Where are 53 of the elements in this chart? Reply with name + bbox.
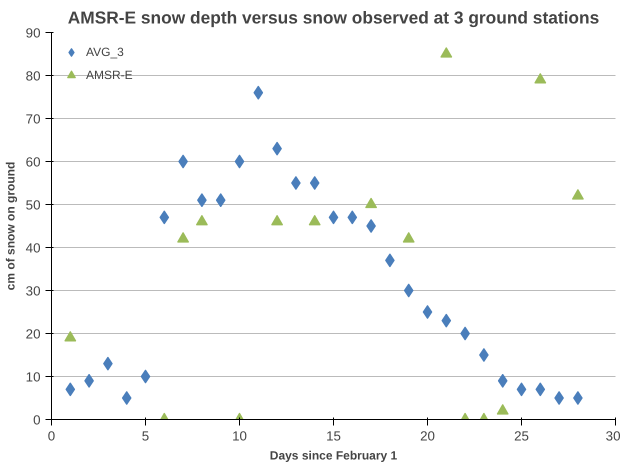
point xyxy=(271,214,284,226)
point xyxy=(366,219,376,233)
point xyxy=(498,374,508,388)
point xyxy=(534,72,546,84)
point xyxy=(422,305,432,319)
point xyxy=(572,189,584,200)
point xyxy=(535,382,546,396)
point xyxy=(573,391,583,405)
x-tick-label: 0 xyxy=(48,428,56,444)
point xyxy=(178,154,188,168)
y-tick-label: 30 xyxy=(26,284,41,298)
point xyxy=(140,370,150,384)
point xyxy=(402,232,415,243)
point xyxy=(404,284,414,298)
y-tick-label: 90 xyxy=(26,26,41,40)
y-tick-label: 70 xyxy=(26,112,41,126)
y-tick-label: 50 xyxy=(26,198,41,212)
point xyxy=(554,391,564,405)
y-tick-label: 10 xyxy=(26,370,41,384)
point xyxy=(308,214,321,226)
point xyxy=(441,314,452,328)
point xyxy=(365,198,378,208)
point xyxy=(460,326,470,340)
point xyxy=(291,176,301,190)
point xyxy=(496,404,509,415)
y-tick-label: 40 xyxy=(26,240,41,256)
point xyxy=(479,348,489,362)
point xyxy=(347,210,358,224)
y-axis-title: cm of snow on ground xyxy=(4,162,18,290)
y-tick-label: 60 xyxy=(26,154,41,170)
point xyxy=(253,86,264,100)
point xyxy=(177,232,190,243)
x-tick-label: 20 xyxy=(420,428,435,444)
y-tick-label: 80 xyxy=(26,68,41,84)
legend-label: AMSR-E xyxy=(86,68,133,82)
y-tick-label: 20 xyxy=(26,326,41,342)
point xyxy=(159,210,170,224)
y-tick-label: 0 xyxy=(33,412,41,428)
point xyxy=(196,214,208,226)
point xyxy=(440,47,452,58)
point xyxy=(234,154,244,168)
point xyxy=(65,382,76,396)
x-tick-label: 15 xyxy=(326,428,341,444)
x-tick-label: 10 xyxy=(232,428,247,444)
x-axis-title: Days since February 1 xyxy=(270,448,398,462)
legend-label: AVG_3 xyxy=(86,45,124,59)
point xyxy=(122,391,132,405)
x-tick-label: 25 xyxy=(514,428,529,444)
chart-title: AMSR-E snow depth versus snow observed at 3 ground stations xyxy=(68,8,600,28)
point xyxy=(216,193,226,208)
x-tick-label: 30 xyxy=(606,428,621,444)
x-tick-label: 5 xyxy=(142,428,150,444)
point xyxy=(310,176,320,190)
